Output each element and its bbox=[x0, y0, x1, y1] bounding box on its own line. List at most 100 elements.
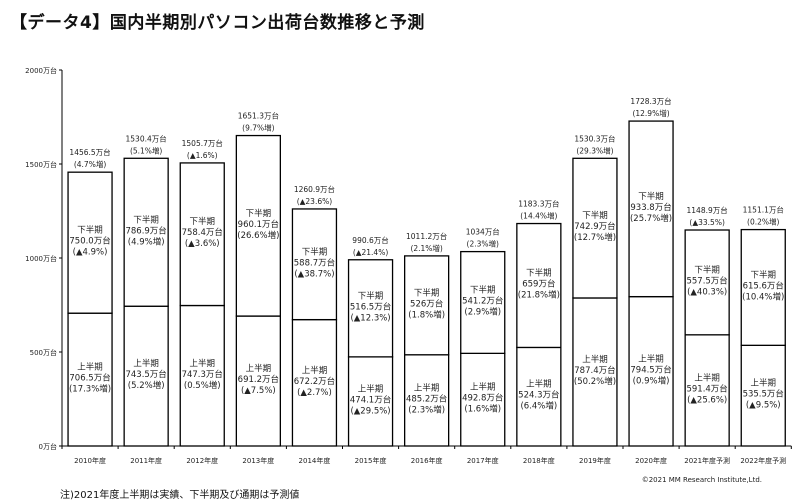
total-change-label: (▲33.5%) bbox=[689, 218, 725, 227]
x-tick-label: 2022年度予測 bbox=[740, 456, 786, 465]
x-tick-label: 2018年度 bbox=[523, 456, 555, 465]
total-change-label: (0.2%増) bbox=[747, 217, 779, 227]
y-tick-label: 0万台 bbox=[39, 442, 57, 451]
segment-value-label: 474.1万台 bbox=[350, 394, 391, 405]
segment-name: 上半期 bbox=[526, 379, 552, 390]
segment-value-label: 743.5万台 bbox=[125, 369, 166, 380]
segment-value-label: 933.8万台 bbox=[630, 202, 671, 213]
segment-name: 上半期 bbox=[246, 363, 272, 374]
bar-second-half bbox=[460, 250, 506, 355]
footnote: 注)2021年度上半期は実績、下半期及び通期は予測値 bbox=[60, 490, 300, 501]
segment-name: 上半期 bbox=[77, 362, 103, 373]
segment-value-label: 787.4万台 bbox=[574, 365, 615, 376]
x-tick-label: 2020年度 bbox=[635, 456, 667, 465]
bar-first-half bbox=[67, 312, 113, 447]
segment-change-label: (21.8%増) bbox=[518, 289, 560, 300]
segment-name: 上半期 bbox=[414, 382, 440, 393]
total-change-label: (▲1.6%) bbox=[187, 151, 218, 160]
bar-first-half bbox=[628, 295, 674, 447]
x-tick-label: 2016年度 bbox=[411, 456, 443, 465]
segment-name: 下半期 bbox=[582, 210, 608, 221]
segment-change-label: (▲29.5%) bbox=[350, 406, 390, 416]
bar-second-half bbox=[403, 255, 450, 356]
segment-change-label: (▲12.3%) bbox=[350, 313, 390, 323]
total-change-label: (▲23.6%) bbox=[297, 197, 333, 206]
total-change-label: (2.1%増) bbox=[410, 243, 442, 253]
total-change-label: (14.4%増) bbox=[520, 211, 557, 221]
segment-change-label: (2.9%増) bbox=[464, 306, 501, 317]
segment-name: 下半期 bbox=[246, 208, 272, 219]
total-value-label: 1530.3万台 bbox=[574, 133, 615, 143]
bar-first-half bbox=[123, 305, 169, 447]
segment-change-label: (▲40.3%) bbox=[687, 287, 727, 297]
segment-value-label: 960.1万台 bbox=[238, 219, 279, 230]
bar-first-half bbox=[403, 354, 450, 447]
segment-change-label: (4.9%増) bbox=[128, 236, 165, 247]
total-value-label: 1530.4万台 bbox=[126, 133, 167, 143]
segment-change-label: (50.2%増) bbox=[574, 376, 616, 387]
segment-value-label: 691.2万台 bbox=[238, 374, 279, 385]
segment-name: 下半期 bbox=[470, 284, 496, 295]
y-tick-label: 2000万台 bbox=[25, 66, 57, 75]
segment-name: 上半期 bbox=[133, 358, 159, 369]
segment-name: 下半期 bbox=[302, 246, 328, 257]
segment-change-label: (▲9.5%) bbox=[746, 401, 781, 411]
segment-name: 下半期 bbox=[414, 287, 440, 298]
bar-second-half bbox=[740, 228, 786, 346]
total-change-label: (▲21.4%) bbox=[353, 248, 389, 257]
segment-name: 上半期 bbox=[694, 372, 720, 383]
x-tick-label: 2021年度予測 bbox=[684, 456, 730, 465]
segment-name: 上半期 bbox=[582, 354, 608, 365]
segment-value-label: 588.7万台 bbox=[294, 257, 335, 268]
segment-value-label: 591.4万台 bbox=[686, 383, 727, 394]
segment-change-label: (▲2.7%) bbox=[297, 388, 332, 398]
total-value-label: 1011.2万台 bbox=[406, 231, 447, 241]
segment-name: 下半期 bbox=[694, 264, 720, 275]
bar-first-half bbox=[347, 356, 394, 447]
segment-change-label: (6.4%増) bbox=[520, 401, 557, 412]
segment-change-label: (▲38.7%) bbox=[294, 269, 334, 279]
total-change-label: (4.7%増) bbox=[74, 159, 106, 169]
segment-change-label: (▲4.9%) bbox=[73, 248, 108, 258]
bar-second-half bbox=[572, 157, 618, 299]
bar-first-half bbox=[740, 344, 786, 447]
segment-value-label: 659万台 bbox=[522, 278, 555, 289]
total-value-label: 1260.9万台 bbox=[294, 184, 335, 194]
segment-name: 上半期 bbox=[750, 378, 776, 389]
segment-value-label: 758.4万台 bbox=[182, 227, 223, 238]
total-value-label: 1148.9万台 bbox=[687, 205, 728, 215]
segment-value-label: 742.9万台 bbox=[574, 221, 615, 232]
bar-first-half bbox=[235, 315, 282, 447]
bar-second-half bbox=[516, 222, 562, 349]
segment-name: 下半期 bbox=[77, 225, 103, 236]
x-tick-label: 2012年度 bbox=[186, 456, 218, 465]
bar-second-half bbox=[347, 259, 394, 358]
segment-value-label: 672.2万台 bbox=[294, 376, 335, 387]
segment-name: 上半期 bbox=[189, 358, 215, 369]
total-change-label: (29.3%増) bbox=[576, 145, 613, 155]
total-value-label: 1034万台 bbox=[466, 227, 500, 237]
bar-first-half bbox=[684, 334, 730, 447]
bar-second-half bbox=[291, 208, 338, 321]
bar-first-half bbox=[291, 318, 338, 447]
segment-value-label: 541.2万台 bbox=[462, 295, 503, 306]
total-value-label: 1151.1万台 bbox=[743, 205, 784, 215]
x-tick-label: 2017年度 bbox=[467, 456, 499, 465]
total-value-label: 1505.7万台 bbox=[182, 138, 223, 148]
bar-second-half bbox=[179, 162, 225, 307]
y-tick-label: 500万台 bbox=[30, 348, 57, 357]
segment-change-label: (0.9%増) bbox=[633, 375, 670, 386]
bar-first-half bbox=[460, 352, 506, 447]
segment-value-label: 526万台 bbox=[410, 298, 443, 309]
total-value-label: 990.6万台 bbox=[352, 235, 388, 245]
segment-name: 下半期 bbox=[189, 216, 215, 227]
segment-value-label: 747.3万台 bbox=[182, 369, 223, 380]
total-change-label: (5.1%増) bbox=[130, 145, 162, 155]
segment-value-label: 794.5万台 bbox=[630, 364, 671, 375]
segment-change-label: (▲3.6%) bbox=[185, 239, 220, 249]
segment-value-label: 750.0万台 bbox=[69, 236, 110, 247]
bar-first-half bbox=[179, 304, 225, 447]
segment-value-label: 615.6万台 bbox=[743, 280, 784, 291]
segment-name: 下半期 bbox=[526, 267, 552, 278]
